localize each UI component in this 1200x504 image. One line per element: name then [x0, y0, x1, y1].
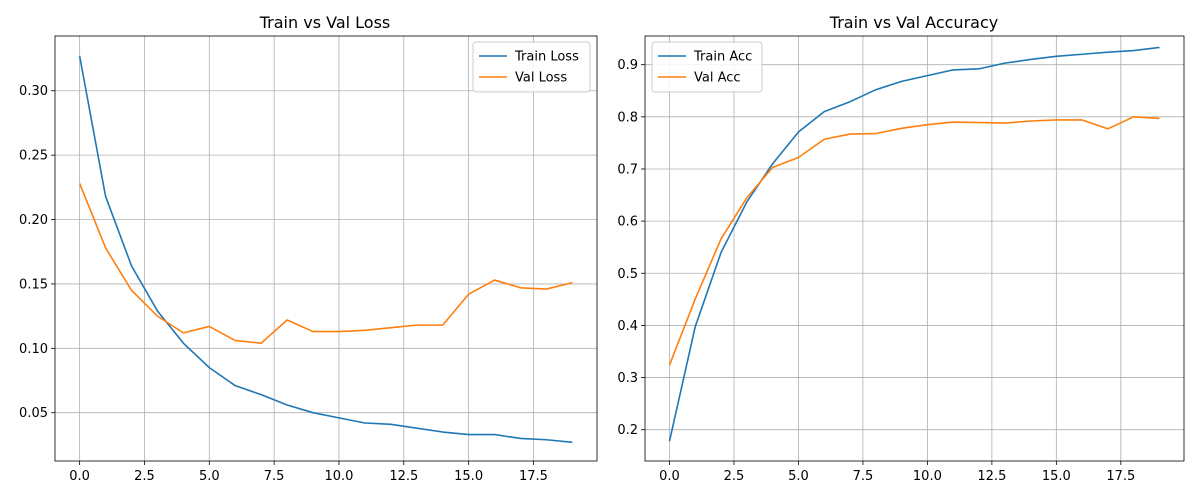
x-tick-label: 0.0 [659, 469, 680, 484]
x-tick-label: 5.0 [788, 469, 809, 484]
legend-box [472, 41, 591, 93]
legend-box [651, 41, 763, 93]
series-line-val-loss [78, 183, 573, 344]
chart-title: Train vs Val Loss [259, 13, 391, 32]
x-tick-label: 10.0 [913, 469, 942, 484]
y-tick-label: 0.6 [617, 215, 638, 230]
chart-title: Train vs Val Accuracy [829, 13, 998, 32]
x-tick-label: 0.0 [69, 469, 90, 484]
x-tick-label: 15.0 [454, 469, 483, 484]
y-tick-label: 0.7 [617, 162, 638, 177]
y-tick-label: 0.25 [19, 149, 48, 164]
x-tick-label: 7.5 [853, 469, 874, 484]
legend-label: Val Acc [694, 71, 741, 86]
y-tick-label: 0.4 [617, 319, 638, 334]
y-tick-label: 0.2 [617, 423, 638, 438]
x-tick-label: 2.5 [134, 469, 155, 484]
y-tick-label: 0.05 [19, 406, 48, 421]
y-tick-label: 0.15 [19, 277, 48, 292]
legend: Train Loss Val Loss [472, 41, 591, 93]
x-tick-label: 5.0 [199, 469, 220, 484]
legend-label: Train Loss [514, 50, 579, 65]
series-line-train-loss [78, 55, 573, 444]
plot-frame [54, 35, 598, 462]
series-line-val-acc [668, 116, 1160, 366]
y-tick-label: 0.10 [19, 342, 48, 357]
x-tick-label: 12.5 [389, 469, 418, 484]
accuracy-chart: Train vs Val Accuracy 0.0 2.5 5.0 7.5 10.0 12… [617, 13, 1185, 484]
loss-chart: Train vs Val Loss 0.0 2.5 5.0 7.5 10.0 12.5 15… [19, 13, 598, 484]
x-tick-label: 7.5 [264, 469, 285, 484]
x-tick-label: 17.5 [1106, 469, 1135, 484]
plot-frame [644, 35, 1185, 462]
x-tick-label: 10.0 [324, 469, 353, 484]
x-tick-label: 15.0 [1042, 469, 1071, 484]
y-tick-label: 0.9 [617, 58, 638, 73]
y-tick-label: 0.8 [617, 110, 638, 125]
x-tick-label: 12.5 [977, 469, 1006, 484]
series-line-train-acc [668, 46, 1160, 442]
y-tick-label: 0.3 [617, 371, 638, 386]
legend-label: Train Acc [693, 50, 752, 65]
y-tick-label: 0.20 [19, 213, 48, 228]
legend-label: Val Loss [515, 71, 567, 86]
x-tick-label: 2.5 [724, 469, 745, 484]
x-tick-label: 17.5 [519, 469, 548, 484]
y-tick-label: 0.30 [19, 84, 48, 99]
legend: Train Acc Val Acc [651, 41, 763, 93]
y-tick-label: 0.5 [617, 267, 638, 282]
